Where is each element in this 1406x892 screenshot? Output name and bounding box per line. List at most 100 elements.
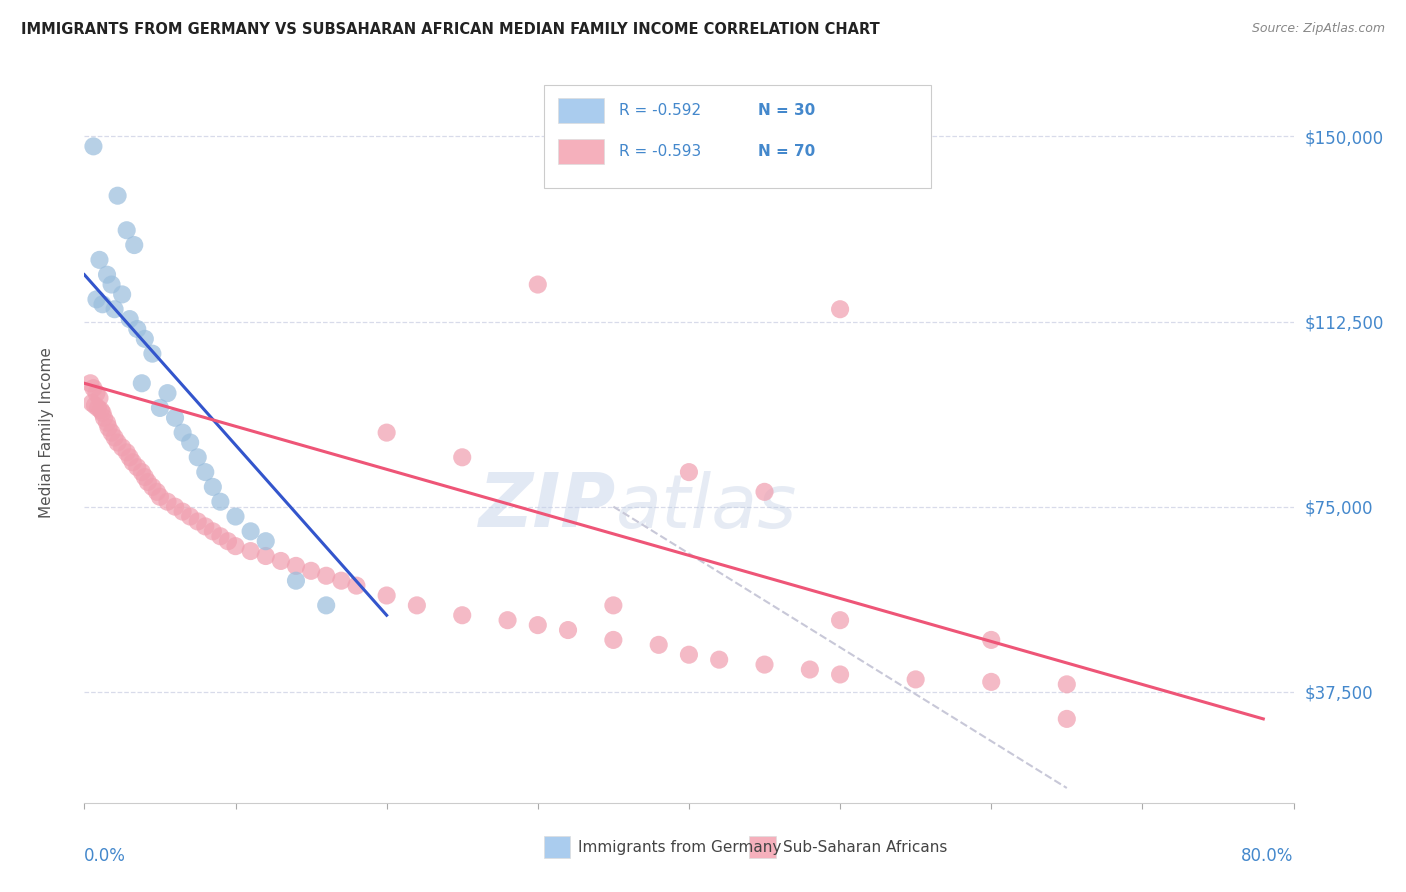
Point bbox=[904, 673, 927, 687]
Point bbox=[141, 346, 163, 360]
Point bbox=[86, 386, 108, 401]
Point bbox=[830, 667, 852, 681]
Point bbox=[107, 188, 129, 202]
Text: R = -0.592: R = -0.592 bbox=[619, 103, 702, 118]
Point bbox=[980, 674, 1002, 689]
FancyBboxPatch shape bbox=[749, 836, 776, 858]
Text: Immigrants from Germany: Immigrants from Germany bbox=[578, 839, 782, 855]
Text: N = 30: N = 30 bbox=[758, 103, 815, 118]
Point bbox=[97, 420, 120, 434]
Point bbox=[149, 401, 172, 415]
Point bbox=[156, 494, 179, 508]
Point bbox=[225, 539, 247, 553]
Point bbox=[527, 277, 550, 292]
Point bbox=[111, 287, 134, 301]
Point bbox=[201, 480, 224, 494]
Point bbox=[648, 638, 671, 652]
Point bbox=[165, 410, 187, 425]
Point bbox=[172, 425, 194, 440]
Point bbox=[346, 579, 368, 593]
Point bbox=[82, 381, 104, 395]
Point bbox=[121, 455, 143, 469]
Text: ZIP: ZIP bbox=[479, 470, 616, 543]
Point bbox=[82, 139, 104, 153]
Point bbox=[602, 599, 624, 613]
Point bbox=[146, 484, 169, 499]
Point bbox=[165, 500, 187, 514]
Point bbox=[107, 435, 129, 450]
Point bbox=[172, 505, 194, 519]
Point bbox=[100, 277, 122, 292]
Point bbox=[136, 475, 159, 489]
Point bbox=[239, 524, 262, 539]
Point bbox=[79, 376, 101, 391]
Text: atlas: atlas bbox=[616, 471, 797, 542]
Point bbox=[93, 410, 115, 425]
Point bbox=[194, 519, 217, 533]
Point bbox=[96, 416, 118, 430]
Point bbox=[678, 648, 700, 662]
Text: 0.0%: 0.0% bbox=[84, 847, 127, 865]
FancyBboxPatch shape bbox=[544, 85, 931, 188]
Point bbox=[980, 632, 1002, 647]
Point bbox=[678, 465, 700, 479]
Point bbox=[451, 450, 474, 465]
Point bbox=[91, 297, 114, 311]
Point bbox=[209, 529, 232, 543]
Text: N = 70: N = 70 bbox=[758, 144, 815, 159]
Point bbox=[375, 589, 398, 603]
Point bbox=[225, 509, 247, 524]
Text: IMMIGRANTS FROM GERMANY VS SUBSAHARAN AFRICAN MEDIAN FAMILY INCOME CORRELATION C: IMMIGRANTS FROM GERMANY VS SUBSAHARAN AF… bbox=[21, 22, 880, 37]
Point bbox=[496, 613, 519, 627]
Point bbox=[131, 376, 153, 391]
Point bbox=[179, 435, 201, 450]
Point bbox=[315, 568, 337, 582]
Point bbox=[131, 465, 153, 479]
Point bbox=[285, 558, 308, 573]
Point bbox=[1056, 712, 1078, 726]
Point bbox=[89, 252, 111, 267]
Point bbox=[254, 549, 277, 563]
Point bbox=[111, 441, 134, 455]
FancyBboxPatch shape bbox=[544, 836, 571, 858]
Point bbox=[118, 312, 141, 326]
Point bbox=[156, 386, 179, 401]
Point bbox=[217, 534, 239, 549]
Point bbox=[285, 574, 308, 588]
Point bbox=[270, 554, 292, 568]
Point bbox=[89, 391, 111, 405]
Text: Median Family Income: Median Family Income bbox=[39, 347, 53, 518]
Point bbox=[141, 480, 163, 494]
Point bbox=[134, 470, 156, 484]
Point bbox=[87, 401, 110, 415]
Point bbox=[754, 484, 776, 499]
Point bbox=[100, 425, 122, 440]
Text: Sub-Saharan Africans: Sub-Saharan Africans bbox=[783, 839, 948, 855]
Point bbox=[375, 425, 398, 440]
Point bbox=[134, 332, 156, 346]
Point bbox=[115, 445, 138, 459]
Point bbox=[187, 450, 209, 465]
Point bbox=[709, 653, 731, 667]
Point bbox=[239, 544, 262, 558]
Point bbox=[201, 524, 224, 539]
Point bbox=[118, 450, 141, 465]
Point bbox=[406, 599, 429, 613]
Point bbox=[830, 302, 852, 317]
Point bbox=[115, 223, 138, 237]
Point bbox=[830, 613, 852, 627]
Point bbox=[86, 293, 108, 307]
Point bbox=[127, 322, 149, 336]
Point bbox=[299, 564, 322, 578]
Point bbox=[84, 399, 107, 413]
Point bbox=[80, 396, 103, 410]
Point bbox=[90, 403, 112, 417]
Point bbox=[122, 238, 145, 252]
Point bbox=[602, 632, 624, 647]
Text: R = -0.593: R = -0.593 bbox=[619, 144, 702, 159]
Point bbox=[91, 406, 114, 420]
Point bbox=[557, 623, 579, 637]
Point bbox=[187, 515, 209, 529]
Point bbox=[1056, 677, 1078, 691]
Point bbox=[194, 465, 217, 479]
